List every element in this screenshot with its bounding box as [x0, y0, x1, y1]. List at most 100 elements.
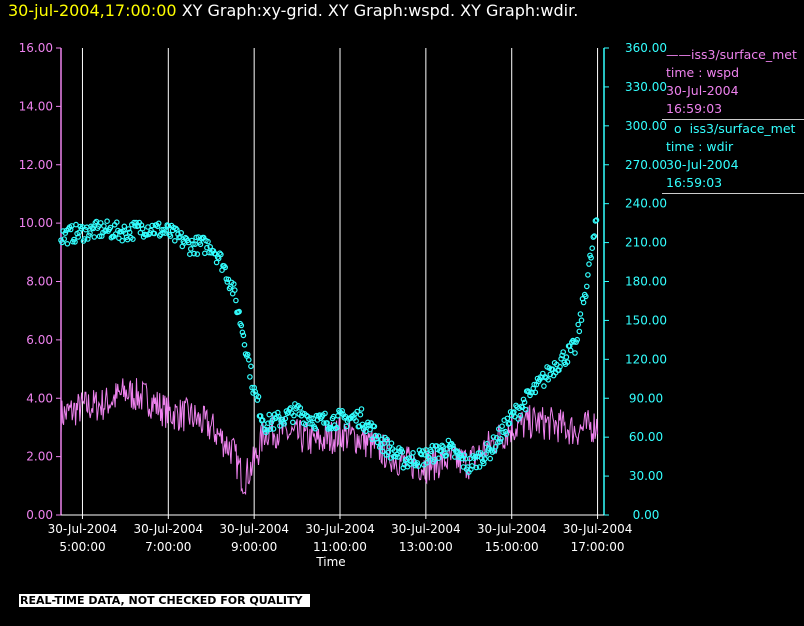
- right-tick-label: 30.00: [629, 469, 663, 483]
- left-tick-label: 8.00: [26, 275, 53, 289]
- wdir-point: [188, 246, 194, 252]
- wdir-point: [564, 359, 571, 365]
- wdir-point: [586, 261, 592, 267]
- wdir-point: [321, 420, 327, 426]
- wdir-point: [172, 238, 178, 244]
- wdir-point: [135, 223, 142, 229]
- wdir-point: [64, 241, 71, 247]
- wdir-point: [380, 448, 386, 455]
- wdir-point: [254, 397, 261, 403]
- right-tick-label: 0.00: [633, 508, 660, 522]
- wdir-point: [165, 223, 172, 229]
- wdir-point: [577, 311, 584, 317]
- wdir-point: [192, 241, 198, 248]
- wdir-point: [506, 420, 513, 427]
- wdir-point: [193, 234, 200, 241]
- wdir-point: [104, 218, 110, 225]
- wdir-point: [167, 233, 174, 239]
- wdir-point: [416, 447, 423, 454]
- wdir-point: [119, 237, 126, 244]
- wdir-point: [232, 287, 238, 293]
- legend-line: 16:59:03: [666, 175, 723, 190]
- wdir-point: [87, 230, 93, 236]
- wdir-point: [517, 412, 524, 419]
- wdir-point: [178, 230, 185, 236]
- wdir-point: [545, 376, 552, 383]
- wdir-point: [458, 452, 465, 459]
- wdir-point: [589, 245, 596, 252]
- wdir-point: [472, 453, 479, 460]
- wdir-point: [96, 233, 103, 240]
- wdir-point: [282, 415, 289, 422]
- wdir-point: [163, 228, 170, 234]
- wdir-point: [322, 410, 328, 417]
- wdir-point: [131, 219, 137, 226]
- wdir-point: [532, 389, 539, 396]
- wdir-point: [435, 455, 442, 462]
- wdir-point: [578, 317, 585, 324]
- wdir-point: [231, 281, 237, 287]
- wdir-point: [287, 405, 294, 411]
- x-tick-time: 11:00:00: [313, 540, 367, 554]
- wdir-point: [498, 435, 504, 442]
- x-tick-date: 30-Jul-2004: [305, 522, 375, 536]
- wdir-point: [585, 272, 591, 278]
- x-tick-time: 9:00:00: [231, 540, 277, 554]
- wdir-point: [218, 251, 224, 258]
- quality-warning: REAL-TIME DATA, NOT CHECKED FOR QUALITY: [19, 594, 311, 607]
- right-tick-label: 360.00: [625, 41, 667, 55]
- legend-line: 16:59:03: [666, 101, 723, 116]
- wdir-point: [381, 440, 387, 447]
- wdir-point: [324, 420, 330, 426]
- legend-series-name: iss3/surface_met: [691, 47, 797, 62]
- x-tick-time: 5:00:00: [59, 540, 105, 554]
- wdir-point: [425, 453, 431, 460]
- wdir-point: [487, 455, 494, 462]
- left-tick-label: 14.00: [19, 99, 53, 113]
- tick-labels: 30-Jul-2004 5:00:00 30-Jul-2004 7:00:00 30-J…: [19, 41, 667, 554]
- wdir-point: [267, 426, 274, 433]
- left-tick-label: 10.00: [19, 216, 53, 230]
- left-tick-label: 4.00: [26, 391, 53, 405]
- wdir-point: [504, 415, 511, 422]
- wdir-point: [372, 432, 379, 439]
- legend: ——iss3/surface_met time : wspd 30-Jul-20…: [662, 46, 804, 194]
- wdir-point: [503, 431, 510, 437]
- wdir-point: [558, 355, 564, 362]
- wdir-point: [475, 450, 482, 456]
- wdir-point: [238, 322, 245, 329]
- wdir-point: [406, 461, 413, 468]
- wdir-point: [418, 451, 425, 458]
- wdir-point: [61, 236, 67, 242]
- x-tick-date: 30-Jul-2004: [563, 522, 633, 536]
- wdir-point: [241, 341, 248, 348]
- wdir-point: [484, 440, 490, 447]
- wdir-point: [582, 293, 589, 300]
- wdir-point: [399, 449, 406, 455]
- wdir-point: [190, 241, 196, 247]
- wdir-point: [410, 449, 416, 456]
- wdir-point: [154, 223, 161, 230]
- wdir-point: [580, 299, 587, 306]
- wdir-point: [384, 436, 391, 443]
- wdir-point: [291, 412, 297, 419]
- wdir-point: [281, 420, 288, 427]
- wdir-point: [583, 283, 590, 290]
- left-tick-label: 12.00: [19, 158, 53, 172]
- wdir-point: [247, 374, 253, 380]
- wdir-point: [233, 297, 239, 304]
- wdir-point: [101, 223, 107, 229]
- wdir-point: [574, 336, 581, 343]
- wdir-point: [244, 351, 251, 358]
- wdir-point: [91, 234, 98, 240]
- wdir-point: [81, 236, 88, 242]
- wdir-point: [357, 411, 364, 418]
- wdir-point: [236, 308, 242, 315]
- wdir-point: [572, 350, 578, 356]
- right-tick-label: 240.00: [625, 197, 667, 211]
- right-tick-label: 210.00: [625, 236, 667, 250]
- wdir-point: [367, 426, 373, 433]
- wdir-point: [443, 452, 450, 459]
- wdir-point: [125, 226, 132, 232]
